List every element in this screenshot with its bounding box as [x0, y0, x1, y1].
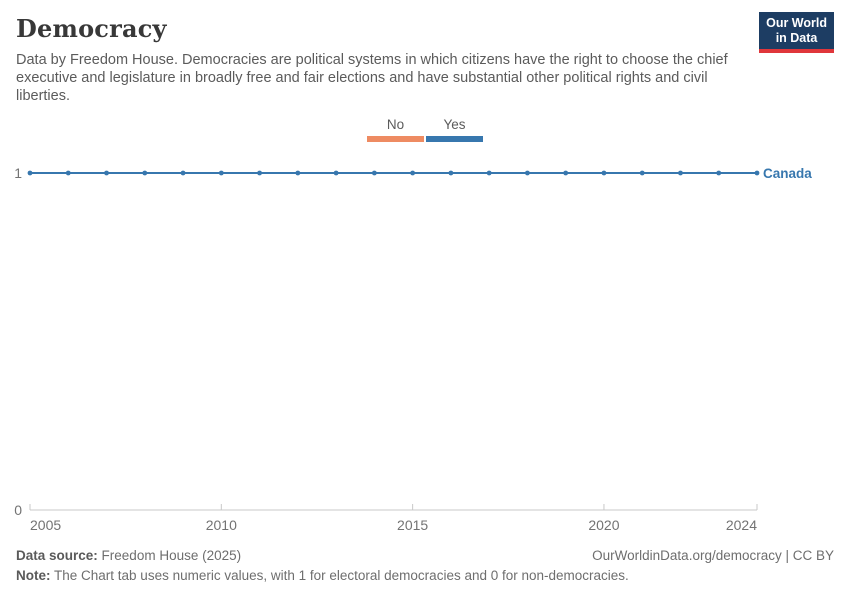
owid-logo[interactable]: Our World in Data	[759, 12, 834, 53]
chart-canvas[interactable]: 2005 2010 2015 2020 2024 0 1 Canada	[0, 140, 850, 540]
data-point[interactable]	[754, 170, 760, 176]
legend-label: No	[386, 117, 405, 132]
owid-logo-line2: in Data	[775, 30, 818, 45]
owid-license-link[interactable]: OurWorldinData.org/democracy | CC BY	[592, 548, 834, 563]
data-point[interactable]	[716, 170, 722, 176]
note-text: The Chart tab uses numeric values, with …	[54, 568, 629, 583]
legend-swatch	[367, 136, 424, 142]
y-tick-label: 1	[14, 165, 22, 181]
chart-legend: No Yes	[0, 117, 850, 142]
legend-label: Yes	[443, 117, 466, 132]
data-point[interactable]	[678, 170, 683, 176]
data-point[interactable]	[257, 170, 262, 176]
chart-note: Note: The Chart tab uses numeric values,…	[16, 568, 834, 583]
data-point[interactable]	[180, 170, 186, 176]
y-tick-label: 0	[14, 502, 22, 518]
x-tick-label: 2010	[206, 517, 237, 533]
chart-area[interactable]: 2005 2010 2015 2020 2024 0 1 Canada	[0, 140, 850, 540]
chart-footer: Data source: Freedom House (2025) OurWor…	[16, 548, 834, 563]
x-tick-label: 2020	[588, 517, 619, 533]
data-point[interactable]	[639, 170, 645, 176]
data-source-value: Freedom House (2025)	[101, 548, 242, 563]
owid-logo-line1: Our World	[766, 16, 827, 30]
chart-subtitle: Data by Freedom House. Democracies are p…	[16, 52, 728, 104]
page-title: Democracy	[16, 14, 167, 43]
x-tick-label: 2024	[726, 517, 757, 533]
data-point[interactable]	[27, 170, 33, 176]
data-point[interactable]	[295, 170, 301, 176]
data-point[interactable]	[65, 170, 71, 176]
data-point[interactable]	[104, 170, 109, 176]
data-point[interactable]	[410, 170, 416, 176]
x-tick-label: 2005	[30, 517, 61, 533]
data-source-label: Data source:	[16, 548, 98, 563]
data-point[interactable]	[371, 170, 377, 176]
legend-swatch	[426, 136, 483, 142]
data-source-line: Data source: Freedom House (2025)	[16, 548, 241, 563]
data-point[interactable]	[601, 170, 607, 176]
legend-item-no[interactable]: No	[367, 117, 424, 142]
data-point[interactable]	[142, 170, 148, 176]
data-point[interactable]	[448, 170, 454, 176]
note-label: Note:	[16, 568, 51, 583]
data-point[interactable]	[563, 170, 569, 176]
data-point[interactable]	[486, 170, 492, 176]
entity-label-canada[interactable]: Canada	[763, 166, 812, 181]
x-tick-label: 2015	[397, 517, 428, 533]
data-point[interactable]	[333, 170, 339, 176]
data-point[interactable]	[525, 170, 530, 176]
legend-item-yes[interactable]: Yes	[426, 117, 483, 142]
data-point[interactable]	[218, 170, 224, 176]
